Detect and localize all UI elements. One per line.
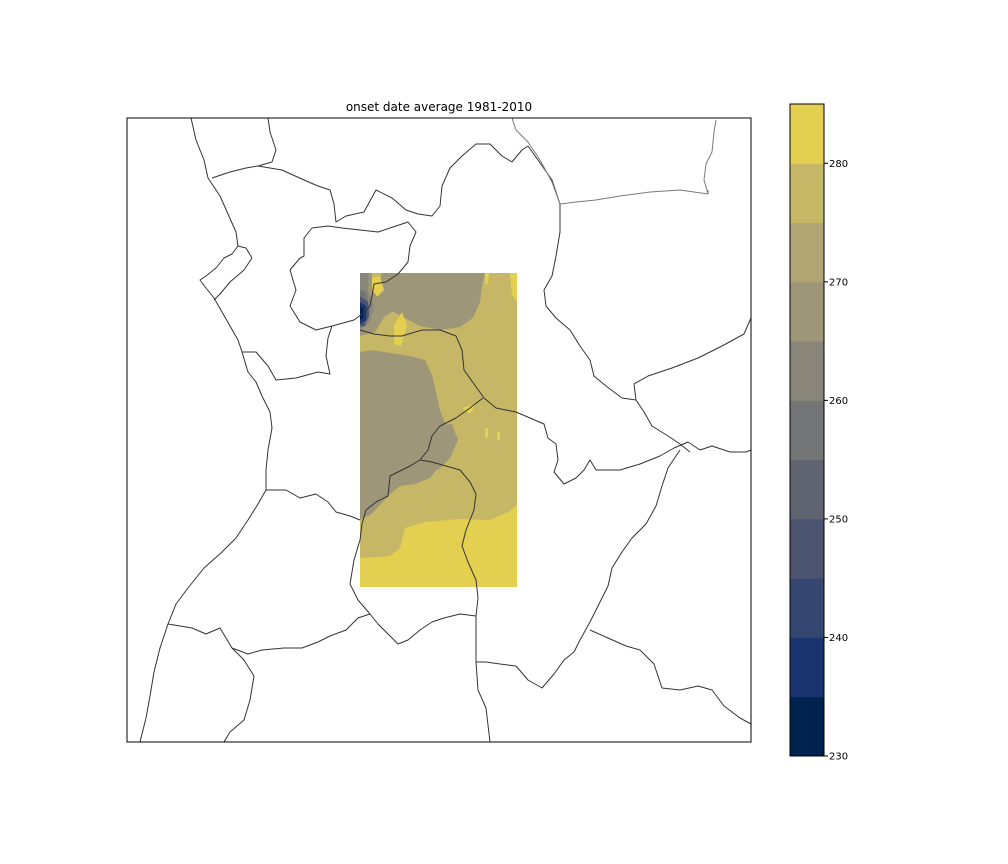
coastal-line	[139, 489, 267, 742]
field-region-east-spots	[462, 404, 500, 440]
colorbar-band	[790, 400, 824, 461]
western-coastline	[190, 118, 273, 490]
colorbar-band	[790, 637, 824, 698]
field-region-ne-yellow	[510, 273, 517, 302]
field-region-ne-yellow-2	[485, 273, 489, 285]
colorbar: 230 240 250 260 270 280	[789, 103, 848, 763]
colorbar-tick-label: 260	[829, 396, 848, 407]
field-region-central-arm	[430, 424, 458, 470]
cabinda-border	[242, 325, 333, 381]
colorbar-tick-label: 240	[829, 633, 848, 644]
southern-border	[167, 613, 371, 655]
colorbar-tick-label: 270	[829, 277, 848, 288]
secondary-boundaries	[511, 118, 717, 205]
colorbar-band	[790, 518, 824, 579]
field-region-west-central	[360, 350, 446, 520]
gabon-border	[211, 118, 277, 179]
contour-field	[360, 273, 517, 587]
colorbar-band	[790, 222, 824, 283]
colorbar-band	[790, 281, 824, 342]
country-boundaries	[139, 118, 751, 742]
field-region-south	[360, 505, 517, 587]
colorbar-band	[790, 104, 824, 164]
east-inner-border	[635, 399, 691, 453]
zambia-east-border	[419, 459, 491, 742]
colorbar-band	[790, 578, 824, 638]
field-level-265	[360, 273, 402, 336]
colorbar-tick-label: 280	[829, 159, 848, 170]
angola-northeast-border	[266, 489, 361, 521]
southwest-border	[223, 647, 255, 742]
congo-drc-river-border	[289, 221, 417, 331]
zambia-border	[349, 397, 484, 645]
colorbar-bands	[790, 104, 824, 757]
lake-region-border	[476, 449, 681, 689]
colorbar-tick-label: 250	[829, 514, 848, 525]
colorbar-band	[790, 163, 824, 224]
field-level-230	[360, 306, 363, 320]
sudan-border	[511, 118, 717, 205]
cameroon-border	[257, 143, 529, 223]
colorbar-band	[790, 459, 824, 520]
field-region-north-yellow-2	[394, 312, 407, 346]
east-border	[527, 145, 751, 401]
map-axes	[126, 117, 752, 743]
field-region-north-yellow	[371, 276, 384, 298]
colorbar-tick-label: 230	[829, 752, 848, 763]
colorbar-frame	[789, 103, 825, 757]
gabon-congo-border	[213, 245, 253, 301]
colorbar-ticks: 230 240 250 260 270 280	[824, 159, 848, 763]
tanzania-border	[589, 629, 751, 725]
map-title: onset date average 1981-2010	[346, 100, 532, 114]
colorbar-band	[790, 696, 824, 757]
map-frame	[126, 117, 752, 743]
colorbar-band	[790, 341, 824, 401]
